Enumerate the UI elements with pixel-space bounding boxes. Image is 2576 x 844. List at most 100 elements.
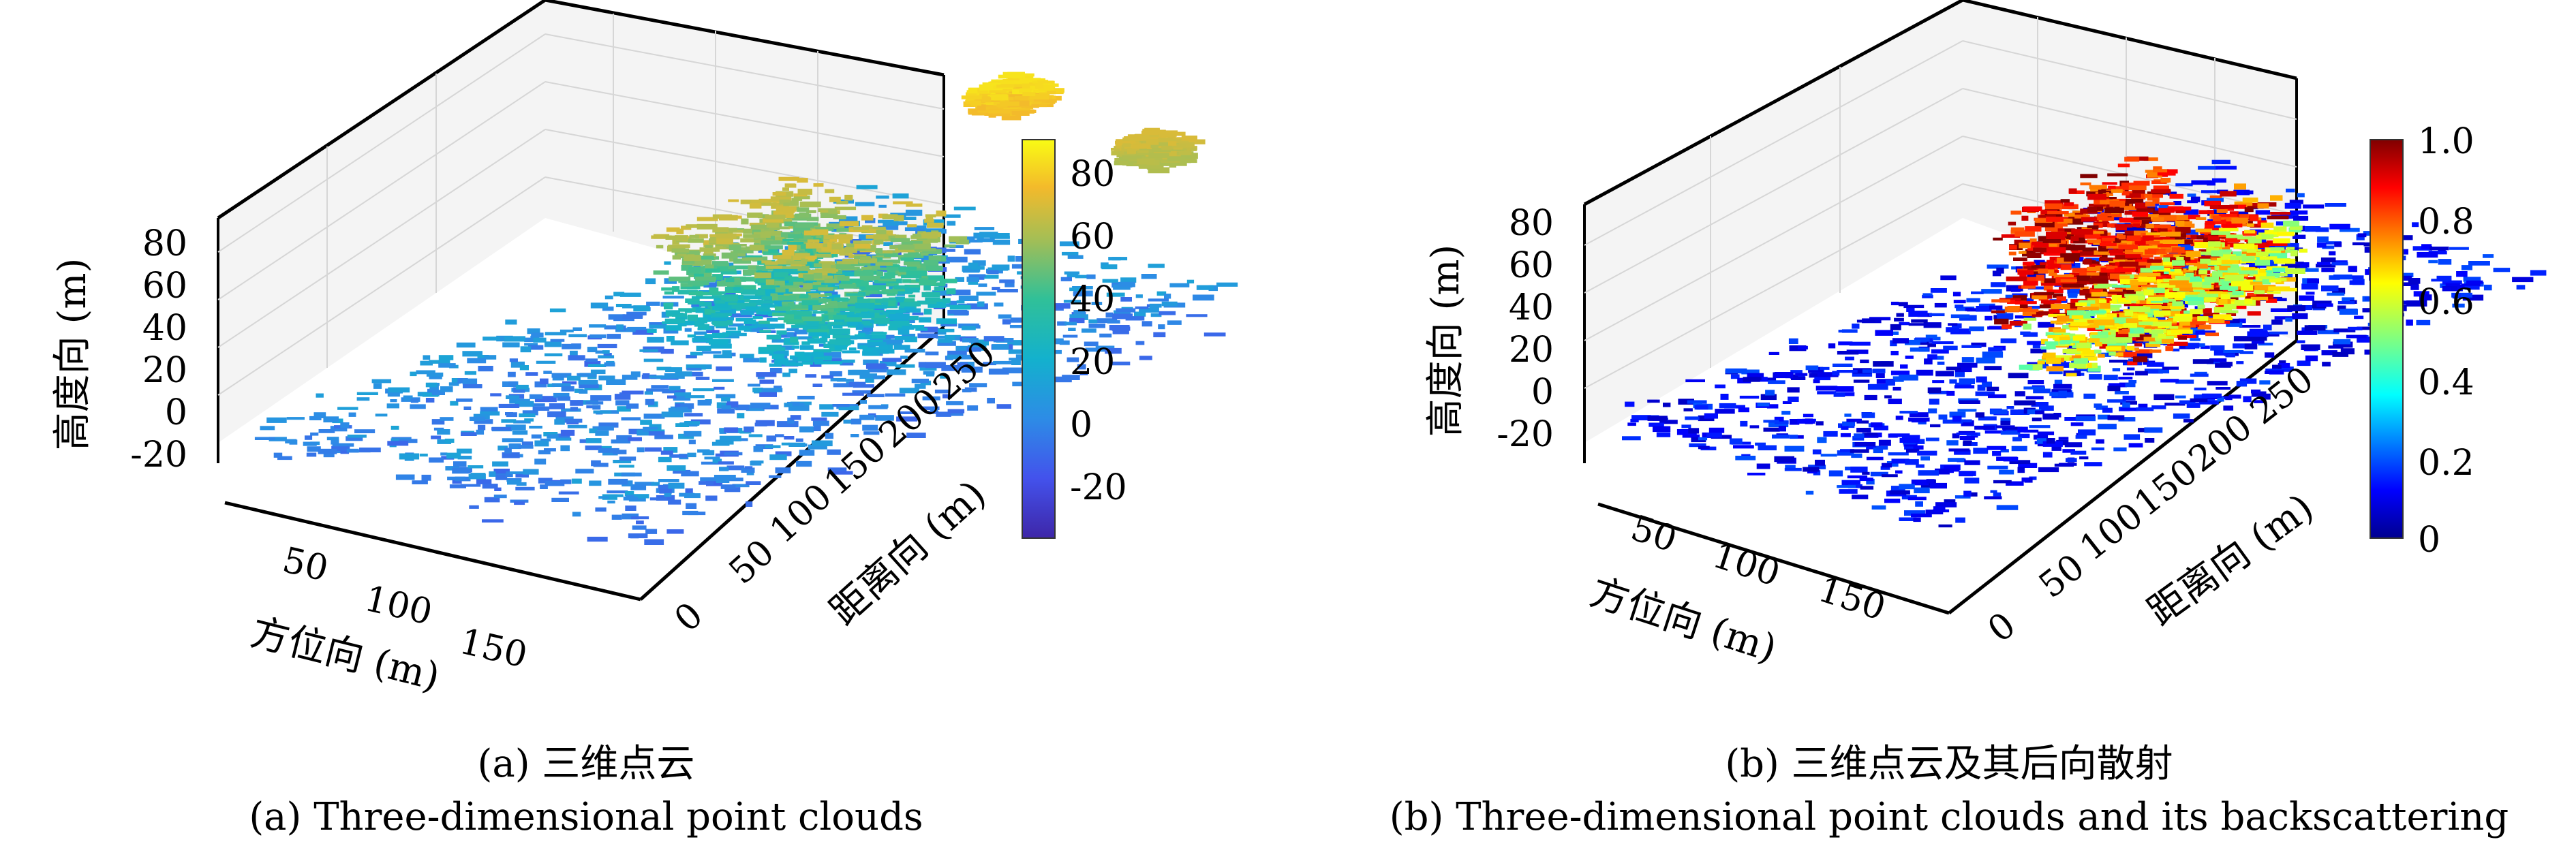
data-point — [604, 362, 615, 366]
data-point — [1814, 377, 1831, 381]
data-point — [1120, 277, 1137, 283]
data-point — [2127, 361, 2138, 366]
data-point — [753, 232, 771, 238]
data-point — [1122, 155, 1142, 160]
data-point — [755, 444, 773, 450]
data-point — [1073, 292, 1090, 296]
data-point — [1086, 274, 1096, 279]
data-point — [2209, 358, 2227, 362]
data-point — [700, 477, 720, 482]
data-point — [968, 281, 979, 285]
data-point — [1174, 146, 1182, 150]
data-point — [801, 319, 810, 326]
data-point — [979, 232, 998, 238]
data-point — [504, 336, 525, 342]
data-point — [588, 364, 607, 367]
data-point — [2410, 284, 2419, 290]
data-point — [2267, 215, 2289, 219]
data-point — [1864, 394, 1877, 401]
data-point — [1152, 129, 1166, 134]
data-point — [2007, 306, 2023, 311]
data-point — [631, 516, 649, 520]
data-point — [2147, 172, 2162, 178]
data-point — [906, 203, 923, 207]
data-point — [651, 385, 669, 389]
data-point — [859, 373, 877, 379]
data-point — [799, 201, 821, 208]
data-point — [772, 294, 784, 301]
data-point — [1880, 466, 1890, 470]
data-point — [2297, 360, 2311, 366]
data-point — [2111, 239, 2126, 245]
data-point — [818, 208, 838, 213]
data-point — [2464, 285, 2480, 290]
data-point — [719, 215, 738, 221]
data-point — [518, 445, 534, 449]
data-point — [2096, 439, 2104, 444]
data-point — [808, 255, 816, 261]
data-point — [2038, 265, 2055, 270]
data-point — [796, 460, 812, 467]
data-point — [947, 409, 965, 413]
data-point — [561, 386, 574, 392]
data-point — [1940, 275, 1957, 281]
data-point — [2160, 178, 2171, 183]
data-point — [674, 392, 692, 396]
data-point — [1112, 313, 1133, 319]
data-point — [2035, 218, 2053, 223]
data-point — [1933, 337, 1941, 341]
colorbar-tick: 0 — [1070, 405, 1092, 446]
y-tick: 50 — [722, 532, 782, 593]
data-point — [2316, 264, 2336, 268]
data-point — [1870, 471, 1888, 477]
data-point — [449, 484, 466, 488]
data-point — [966, 277, 979, 282]
data-point — [849, 347, 857, 351]
data-point — [2158, 228, 2168, 232]
data-point — [1914, 487, 1930, 494]
data-point — [1954, 385, 1975, 389]
data-point — [903, 261, 920, 266]
data-point — [450, 401, 459, 406]
data-point — [1853, 379, 1870, 383]
data-point — [794, 311, 812, 315]
data-point — [895, 248, 916, 253]
data-point — [660, 349, 674, 354]
data-point — [840, 311, 855, 317]
data-point — [2452, 293, 2461, 299]
data-point — [1842, 421, 1856, 426]
data-point — [838, 271, 857, 277]
data-point — [2014, 400, 2036, 406]
data-point — [850, 335, 872, 340]
data-point — [2333, 328, 2356, 332]
data-point — [2027, 252, 2042, 258]
data-point — [1944, 499, 1956, 503]
data-point — [538, 478, 553, 484]
data-point — [812, 282, 822, 287]
data-point — [994, 302, 1004, 307]
data-point — [1898, 302, 1908, 307]
data-point — [547, 384, 555, 388]
data-point — [1935, 502, 1957, 507]
data-point — [728, 199, 739, 202]
data-point — [356, 392, 378, 395]
data-point — [273, 452, 283, 458]
data-point — [2224, 238, 2241, 243]
data-point — [2260, 393, 2271, 400]
data-point — [1137, 143, 1155, 149]
data-point — [694, 277, 716, 282]
data-point — [2224, 296, 2239, 301]
data-point — [1757, 403, 1770, 407]
data-point — [977, 108, 990, 113]
data-point — [663, 328, 679, 334]
data-point — [2016, 460, 2031, 465]
data-point — [2107, 386, 2121, 392]
data-point — [277, 456, 292, 460]
data-point — [2175, 395, 2186, 398]
data-point — [438, 363, 456, 368]
data-point — [784, 436, 795, 440]
data-point — [838, 405, 859, 411]
data-point — [819, 356, 832, 361]
data-point — [1991, 299, 2010, 302]
data-point — [1010, 317, 1032, 323]
